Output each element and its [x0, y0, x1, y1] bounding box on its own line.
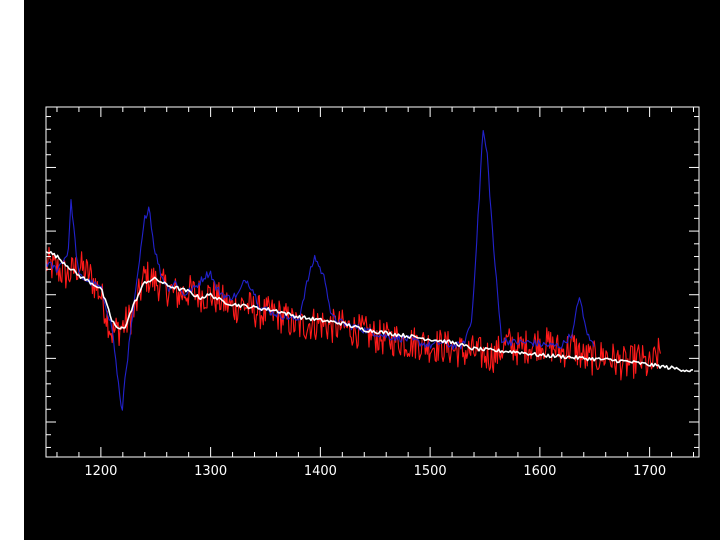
x-tick-label: 1200 [84, 464, 117, 479]
left-margin [0, 0, 24, 540]
series-2 [45, 251, 694, 373]
series-line-0 [45, 246, 661, 381]
series-1 [45, 129, 595, 411]
x-tick-label: 1600 [523, 464, 556, 479]
tick-label-layer: 1200 1300 1400 1500 1600 1700 [84, 464, 666, 479]
series-line-2 [45, 251, 694, 373]
x-tick-label: 1300 [194, 464, 227, 479]
x-tick-label: 1400 [304, 464, 337, 479]
series-line-1 [45, 129, 595, 411]
series-0 [45, 246, 661, 381]
plot-layer [45, 129, 694, 411]
plot-panel: 1200 1300 1400 1500 1600 1700 [24, 0, 720, 540]
axis-layer [45, 106, 700, 458]
x-tick-label: 1700 [633, 464, 666, 479]
spectrum-chart: 1200 1300 1400 1500 1600 1700 [45, 106, 700, 479]
x-tick-label: 1500 [414, 464, 447, 479]
